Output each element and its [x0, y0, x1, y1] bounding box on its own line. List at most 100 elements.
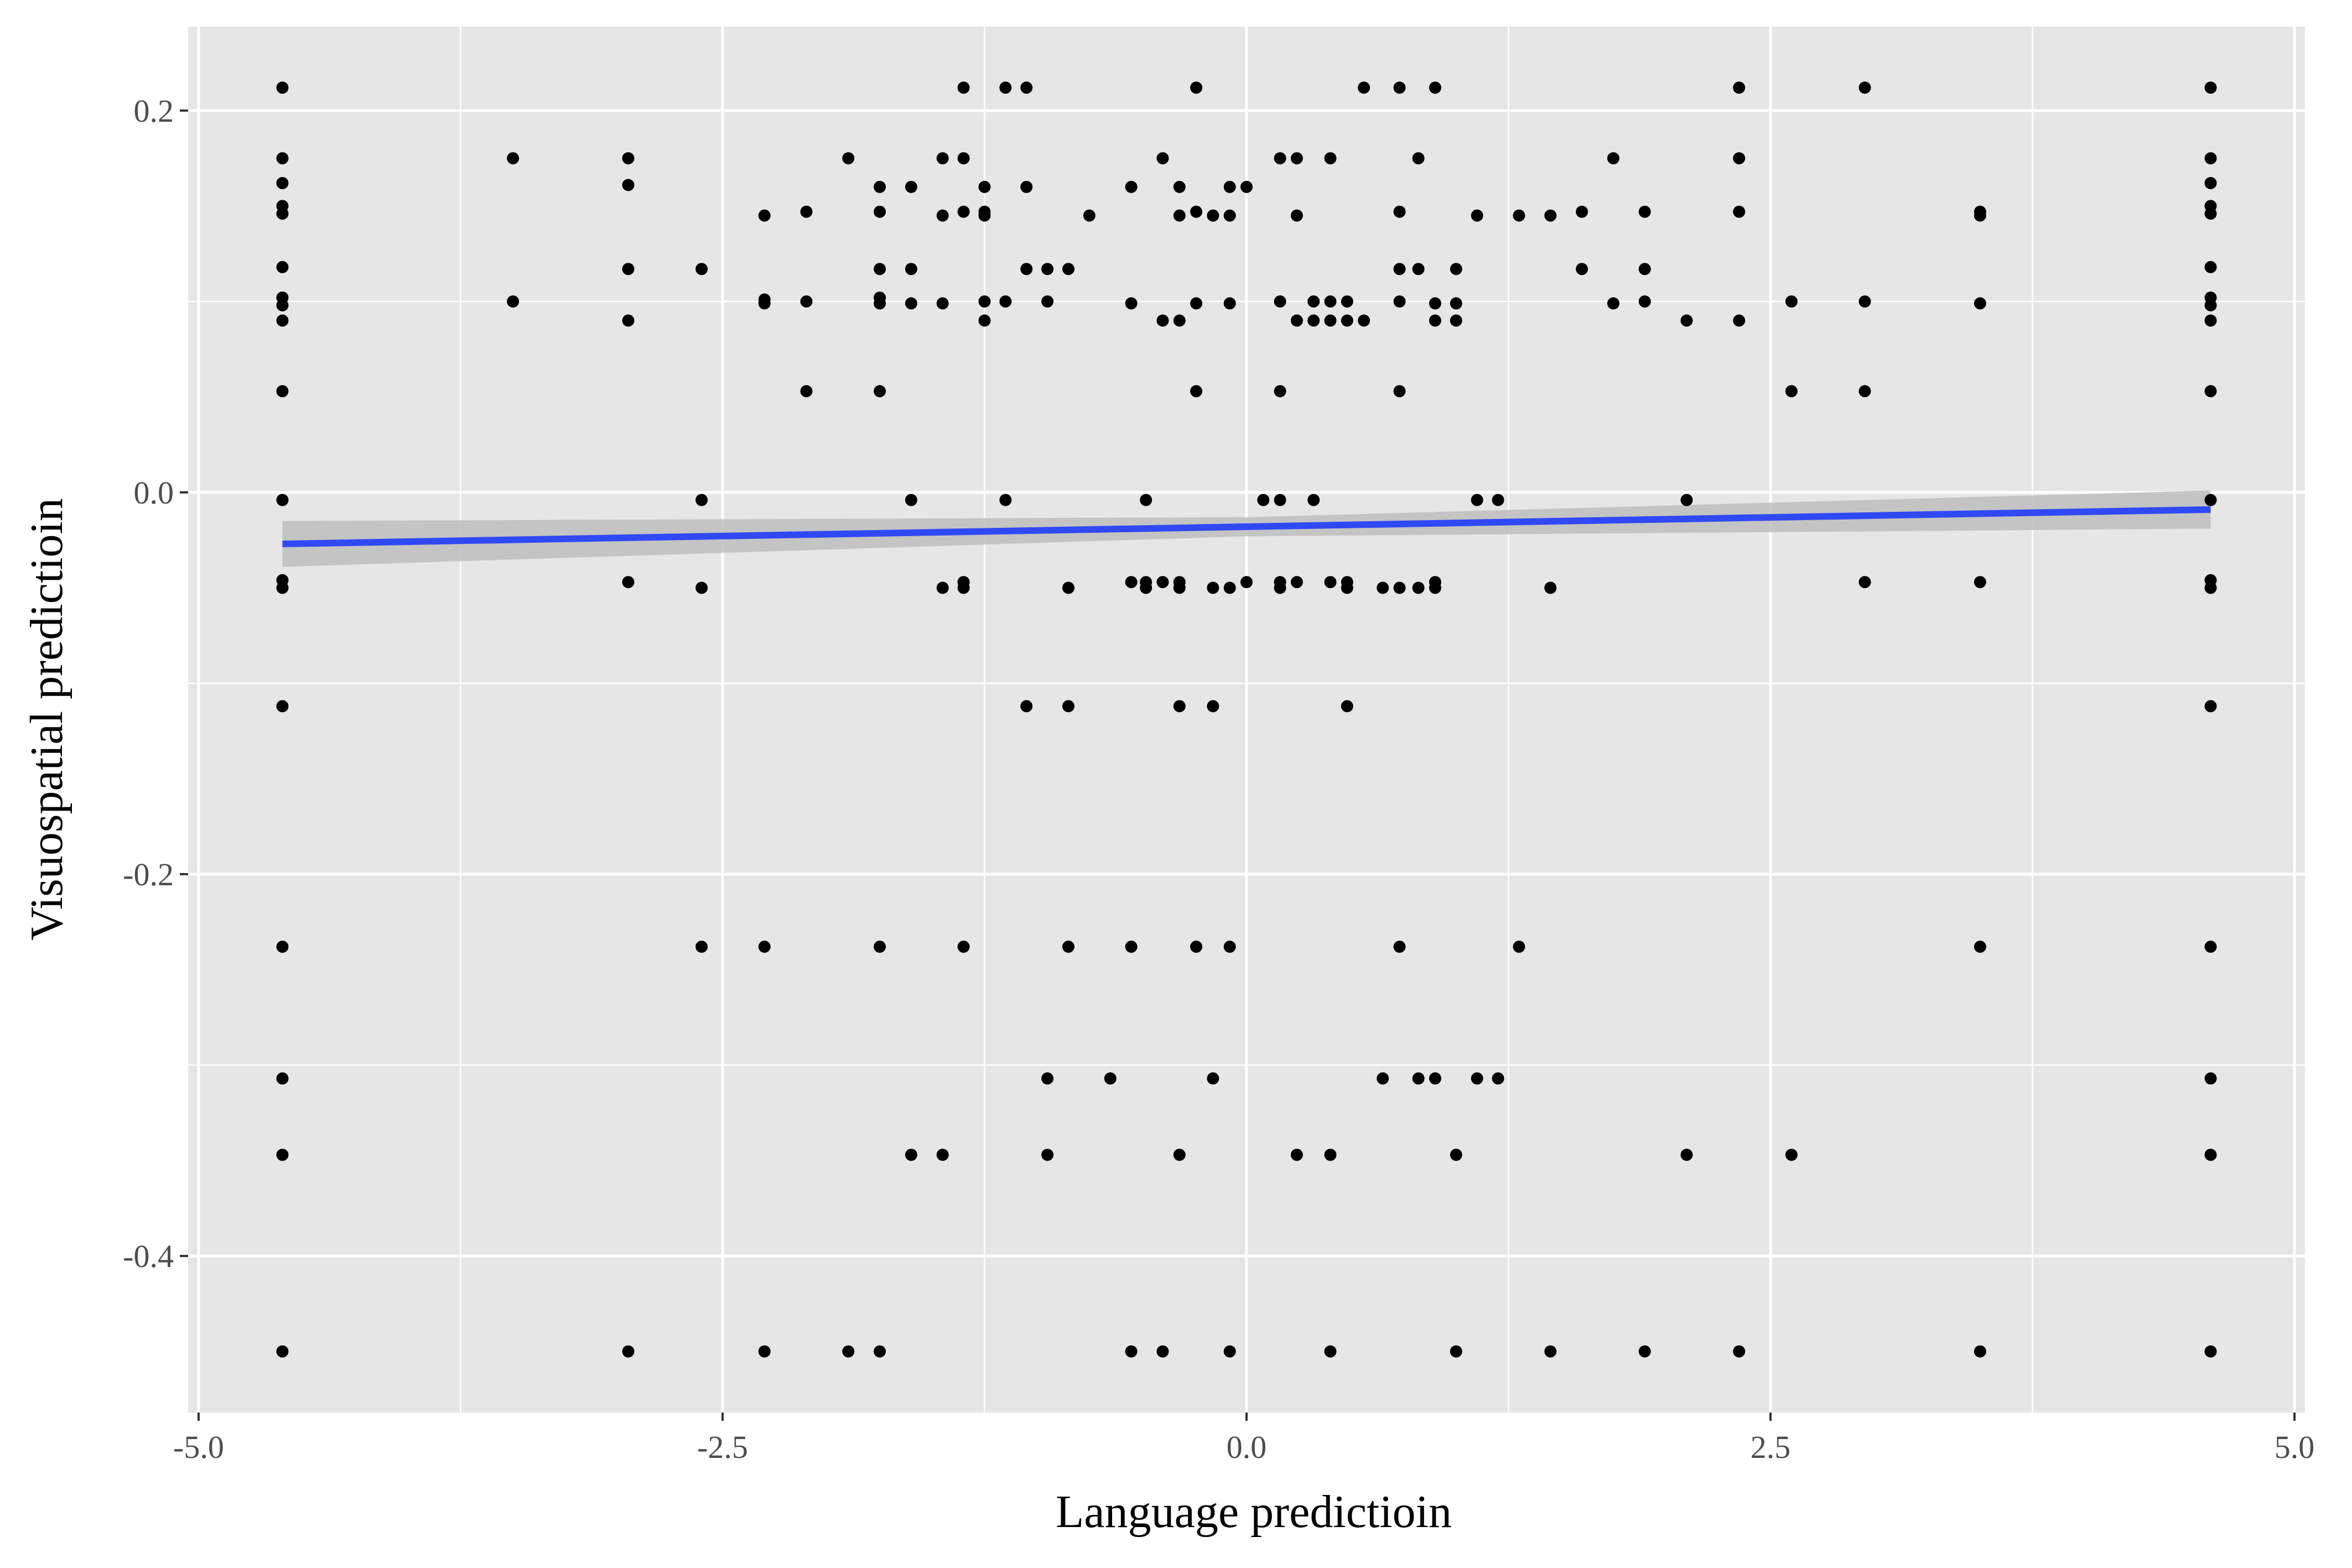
data-point	[2204, 385, 2217, 398]
data-point	[1125, 180, 1138, 193]
data-point	[1207, 700, 1219, 713]
data-point	[1324, 1149, 1337, 1161]
data-point	[1412, 263, 1425, 276]
data-point	[1733, 205, 1746, 218]
data-point	[1412, 152, 1425, 165]
data-point	[1358, 81, 1370, 94]
data-point	[1173, 1149, 1186, 1161]
data-point	[276, 494, 289, 506]
data-point	[1471, 1072, 1483, 1085]
data-point	[1324, 314, 1337, 327]
data-point	[622, 576, 635, 589]
data-point	[1223, 180, 1236, 193]
data-point	[1125, 576, 1138, 589]
data-point	[1173, 314, 1186, 327]
data-point	[957, 81, 970, 94]
data-point	[1223, 297, 1236, 310]
data-point	[1274, 581, 1286, 594]
data-point	[874, 385, 886, 398]
data-point	[1020, 263, 1033, 276]
data-point	[695, 941, 708, 953]
data-point	[1733, 1345, 1746, 1358]
data-point	[1544, 209, 1557, 222]
data-point	[2204, 314, 2217, 327]
data-point	[874, 1345, 886, 1358]
data-point	[1341, 581, 1353, 594]
data-point	[2204, 581, 2217, 594]
data-point	[2204, 81, 2217, 94]
data-point	[2204, 261, 2217, 273]
data-point	[905, 494, 917, 506]
data-point	[1125, 1345, 1138, 1358]
data-point	[1377, 1072, 1389, 1085]
data-point	[1156, 314, 1169, 327]
data-point	[1156, 576, 1169, 589]
data-point	[905, 1149, 917, 1161]
data-point	[1393, 385, 1406, 398]
data-point	[1450, 263, 1462, 276]
data-point	[758, 297, 771, 310]
data-point	[1223, 941, 1236, 953]
data-point	[1638, 263, 1651, 276]
data-point	[936, 1149, 949, 1161]
data-point	[1190, 81, 1203, 94]
data-point	[507, 295, 520, 308]
x-axis-title: Language predictioin	[1056, 1486, 1452, 1538]
data-point	[957, 205, 970, 218]
data-point	[1190, 297, 1203, 310]
data-point	[622, 1345, 635, 1358]
data-point	[1041, 295, 1054, 308]
data-point	[1324, 152, 1337, 165]
data-point	[276, 261, 289, 273]
data-point	[1974, 297, 1986, 310]
y-tick-label: 0.0	[134, 475, 174, 511]
data-point	[1471, 494, 1483, 506]
data-point	[1223, 209, 1236, 222]
data-point	[1274, 152, 1286, 165]
data-point	[800, 205, 813, 218]
data-point	[1125, 941, 1138, 953]
data-point	[1733, 81, 1746, 94]
data-point	[695, 581, 708, 594]
data-point	[1544, 1345, 1557, 1358]
data-point	[2204, 1072, 2217, 1085]
data-point	[1429, 1072, 1441, 1085]
data-point	[1858, 576, 1871, 589]
data-point	[1429, 297, 1441, 310]
data-point	[1412, 1072, 1425, 1085]
data-point	[1576, 205, 1588, 218]
grid-major-lines	[188, 27, 2305, 1413]
data-point	[1680, 1149, 1693, 1161]
data-point	[1393, 295, 1406, 308]
data-point	[999, 494, 1012, 506]
data-point	[1041, 1149, 1054, 1161]
data-point	[874, 263, 886, 276]
data-point	[622, 263, 635, 276]
data-point	[1858, 81, 1871, 94]
data-point	[936, 581, 949, 594]
data-point	[936, 152, 949, 165]
data-point	[1974, 941, 1986, 953]
data-point	[276, 314, 289, 327]
data-point	[1450, 297, 1462, 310]
data-point	[1240, 180, 1253, 193]
data-point	[1190, 385, 1203, 398]
data-point	[276, 1149, 289, 1161]
data-point	[1062, 263, 1075, 276]
data-point	[1785, 385, 1798, 398]
data-point	[1638, 205, 1651, 218]
data-point	[1607, 152, 1619, 165]
data-point	[1680, 314, 1693, 327]
data-point	[1492, 1072, 1504, 1085]
data-point	[695, 494, 708, 506]
data-point	[1429, 314, 1441, 327]
data-point	[905, 180, 917, 193]
data-point	[2204, 941, 2217, 953]
data-point	[936, 209, 949, 222]
data-point	[1450, 1149, 1462, 1161]
data-point	[1974, 1345, 1986, 1358]
data-point	[1207, 209, 1219, 222]
data-point	[1393, 263, 1406, 276]
data-point	[2204, 176, 2217, 189]
data-point	[1173, 209, 1186, 222]
